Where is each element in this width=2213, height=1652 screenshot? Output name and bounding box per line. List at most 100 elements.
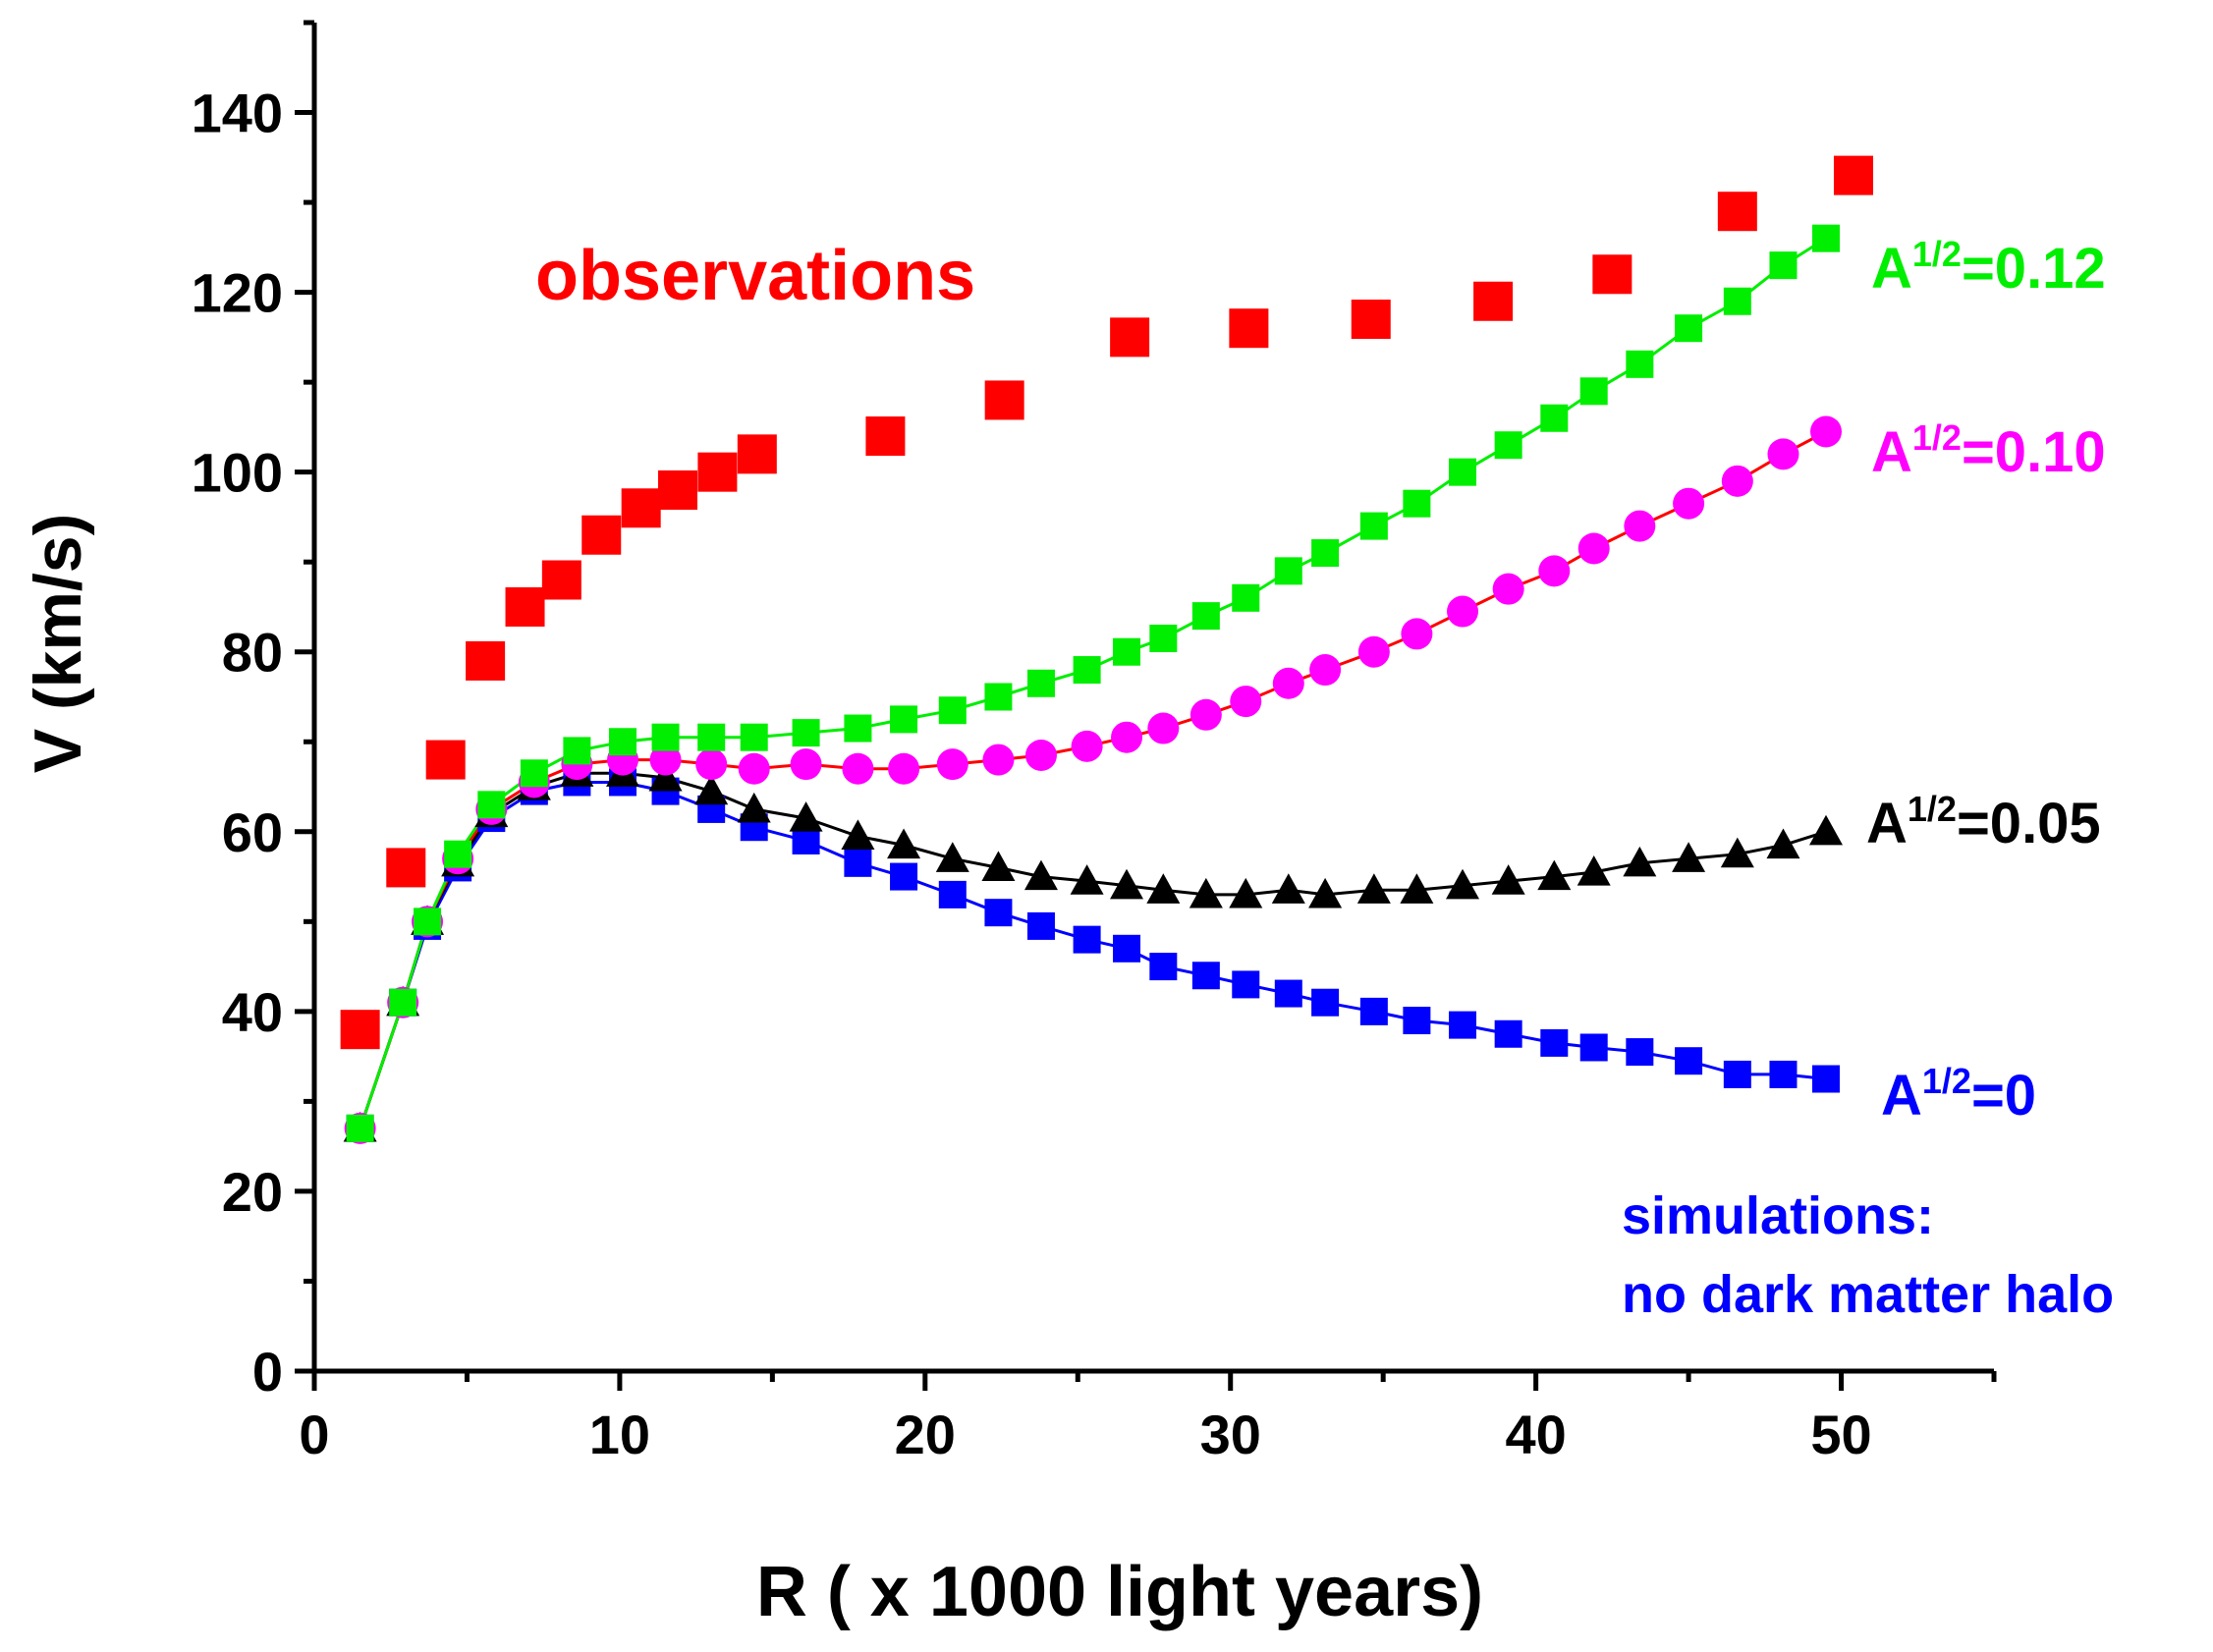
data-point [984, 899, 1013, 927]
data-point [1230, 686, 1262, 718]
x-tick-label: 0 [299, 1404, 329, 1465]
y-tick-label: 140 [192, 83, 283, 144]
data-point [738, 752, 770, 785]
data-point [981, 851, 1016, 882]
data-point [477, 791, 506, 819]
data-point [1449, 458, 1477, 486]
series-markers [340, 155, 1873, 1144]
y-tick-label: 120 [192, 262, 283, 324]
data-point [1626, 350, 1654, 378]
x-tick-label: 30 [1200, 1404, 1261, 1465]
data-point [1356, 873, 1391, 904]
data-point [1189, 877, 1223, 909]
data-point [938, 880, 967, 909]
data-point [1624, 510, 1656, 542]
x-tick-label: 10 [589, 1404, 650, 1465]
data-point [1494, 1019, 1522, 1048]
data-point [938, 696, 967, 725]
data-point [842, 752, 874, 785]
data-point [444, 840, 472, 868]
data-point [1071, 730, 1103, 762]
data-point [1311, 539, 1340, 568]
data-point [1449, 1011, 1477, 1039]
data-point [936, 748, 968, 781]
data-point [1149, 625, 1178, 653]
axes: 0 20 40 60 80 100 120 140 0 10 20 30 40 50 [192, 20, 1997, 1465]
data-point [1359, 997, 1388, 1025]
data-point [1113, 637, 1141, 666]
data-point [841, 819, 875, 850]
data-point [648, 760, 683, 792]
data-point [1401, 618, 1433, 650]
data-point [1149, 953, 1178, 981]
data-point [541, 560, 581, 600]
data-point [581, 515, 622, 555]
data-point [346, 1114, 374, 1142]
observations-label: observations [535, 237, 975, 315]
data-point [695, 748, 728, 781]
data-point [414, 908, 442, 936]
x-axis-label: R ( x 1000 light years) [756, 1553, 1483, 1631]
data-point [1274, 979, 1302, 1008]
data-point [1721, 465, 1753, 497]
data-point [1577, 854, 1611, 886]
data-point [1833, 155, 1873, 195]
data-point [1403, 489, 1431, 518]
data-point [792, 719, 820, 747]
data-point [982, 743, 1015, 776]
data-point [1311, 988, 1340, 1017]
data-point [1769, 1060, 1798, 1088]
data-point [1026, 669, 1055, 697]
x-tick-label: 50 [1810, 1404, 1871, 1465]
series-label-a010: A1/2=0.10 [1871, 417, 2106, 484]
data-point [1073, 656, 1101, 685]
data-point [651, 723, 680, 751]
data-point [1812, 1065, 1840, 1093]
data-point [737, 434, 777, 474]
data-point [1592, 254, 1632, 295]
data-point [984, 380, 1024, 420]
y-tick-label: 60 [222, 801, 283, 863]
y-tick-label: 100 [192, 442, 283, 504]
data-point [609, 728, 637, 756]
data-point [1540, 1028, 1569, 1057]
series-label-a012: A1/2=0.12 [1871, 234, 2106, 301]
data-point [1473, 281, 1514, 321]
series-label-a005: A1/2=0.05 [1866, 789, 2101, 855]
data-point [1403, 1007, 1431, 1035]
data-point [1357, 635, 1390, 668]
data-point [1024, 859, 1058, 891]
data-point [1232, 583, 1260, 612]
data-point [386, 848, 426, 888]
data-point [1579, 1033, 1608, 1062]
data-point [1626, 1038, 1654, 1067]
data-point [790, 748, 822, 781]
y-tick-label: 40 [222, 981, 283, 1043]
data-point [657, 469, 697, 510]
data-point [1400, 873, 1434, 904]
data-point [1537, 859, 1572, 891]
data-point [1769, 251, 1798, 280]
data-point [1812, 224, 1840, 252]
data-point [888, 752, 920, 785]
data-point [1446, 868, 1480, 900]
data-point [1110, 317, 1150, 358]
data-point [1351, 300, 1391, 340]
series-label-a0: A1/2=0 [1881, 1061, 2036, 1128]
data-point [1492, 573, 1524, 605]
data-point [1447, 595, 1479, 628]
data-point [865, 416, 906, 457]
data-point [1272, 667, 1304, 699]
data-point [1675, 314, 1703, 343]
data-point [649, 743, 682, 776]
y-tick-label: 0 [252, 1341, 283, 1403]
data-point [697, 723, 726, 751]
data-point [1073, 925, 1101, 954]
data-point [1191, 602, 1220, 631]
data-point [844, 714, 872, 743]
data-point [1720, 837, 1754, 868]
data-point [1673, 487, 1705, 520]
data-point [1359, 512, 1388, 540]
x-tick-label: 20 [895, 1404, 956, 1465]
